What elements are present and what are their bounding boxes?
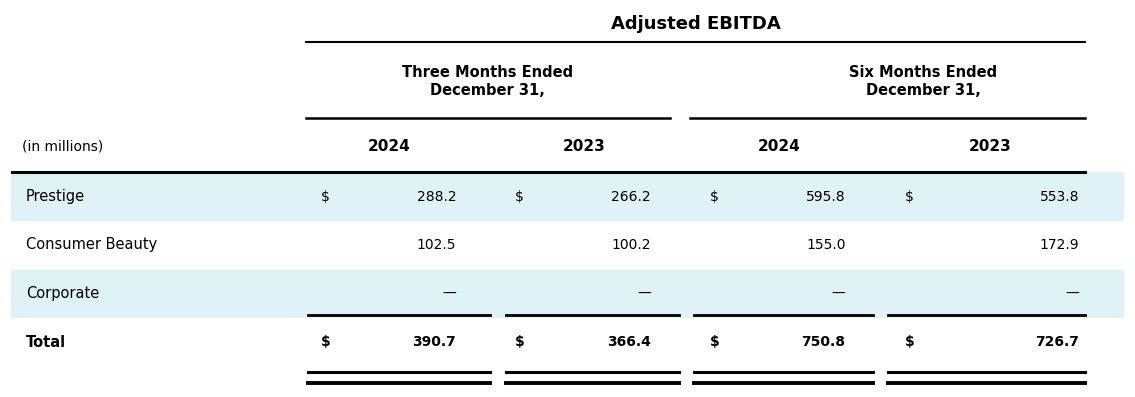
- Text: 172.9: 172.9: [1040, 238, 1079, 252]
- Text: 2023: 2023: [969, 139, 1011, 154]
- Bar: [11, 270, 1124, 318]
- Text: 266.2: 266.2: [612, 189, 651, 204]
- Text: $: $: [515, 335, 526, 349]
- Text: 750.8: 750.8: [801, 335, 846, 349]
- Text: Prestige: Prestige: [26, 189, 85, 204]
- Text: $: $: [515, 189, 524, 204]
- Text: Six Months Ended
December 31,: Six Months Ended December 31,: [849, 66, 998, 98]
- Text: $: $: [320, 189, 329, 204]
- Text: —: —: [832, 287, 846, 301]
- Text: $: $: [709, 189, 718, 204]
- Text: 726.7: 726.7: [1035, 335, 1079, 349]
- Text: —: —: [443, 287, 456, 301]
- Text: $: $: [905, 335, 915, 349]
- Text: 366.4: 366.4: [607, 335, 651, 349]
- Text: (in millions): (in millions): [23, 140, 103, 154]
- Text: Consumer Beauty: Consumer Beauty: [26, 237, 157, 252]
- Text: 2023: 2023: [563, 139, 606, 154]
- Text: 390.7: 390.7: [412, 335, 456, 349]
- Text: 100.2: 100.2: [612, 238, 651, 252]
- Text: $: $: [905, 189, 914, 204]
- Bar: [11, 172, 1124, 221]
- Text: 102.5: 102.5: [417, 238, 456, 252]
- Text: Corporate: Corporate: [26, 286, 99, 301]
- Text: —: —: [637, 287, 651, 301]
- Text: 553.8: 553.8: [1040, 189, 1079, 204]
- Text: $: $: [320, 335, 330, 349]
- Text: 2024: 2024: [757, 139, 800, 154]
- Text: 288.2: 288.2: [417, 189, 456, 204]
- Text: $: $: [709, 335, 720, 349]
- Text: 2024: 2024: [368, 139, 411, 154]
- Text: Total: Total: [26, 335, 66, 350]
- Text: Three Months Ended
December 31,: Three Months Ended December 31,: [402, 66, 573, 98]
- Text: 595.8: 595.8: [806, 189, 846, 204]
- Text: —: —: [1066, 287, 1079, 301]
- Text: Adjusted EBITDA: Adjusted EBITDA: [611, 15, 780, 33]
- Text: 155.0: 155.0: [806, 238, 846, 252]
